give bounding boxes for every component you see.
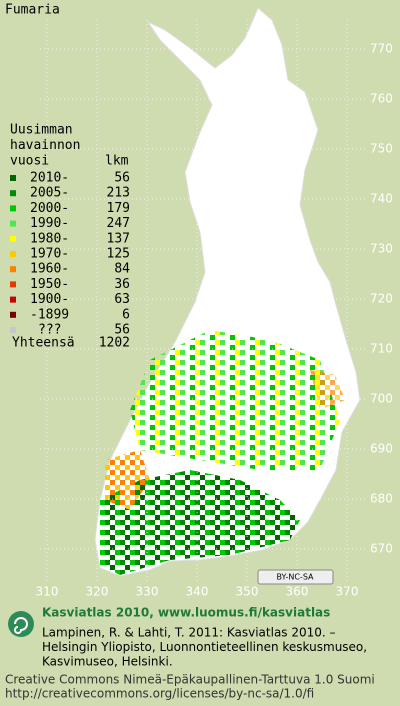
observations-south (100, 470, 300, 575)
logo (8, 611, 34, 637)
legend-period: -1899 (30, 307, 69, 322)
legend-count: 125 (107, 247, 130, 262)
legend-swatch (10, 281, 16, 288)
legend-period: 1950- (30, 277, 69, 292)
brand: Kasviatlas 2010, www.luomus.fi/kasviatla… (42, 606, 330, 620)
legend-period: 1960- (30, 262, 69, 277)
y-axis-label: 730 (370, 242, 393, 256)
license-badge: BY-NC-SA (276, 573, 314, 582)
total-label: Yhteensä (12, 336, 75, 351)
legend-count: 213 (107, 186, 130, 201)
legend-period: 1900- (30, 292, 69, 307)
legend-count: 247 (107, 216, 130, 231)
legend-count: 6 (122, 307, 130, 322)
legend-swatch (10, 190, 16, 197)
citation-line: Helsingin Yliopisto, Luonnontieteellinen… (42, 640, 367, 654)
y-axis-label: 680 (370, 492, 393, 506)
legend-heading: havainnon (10, 138, 80, 153)
legend-swatch (10, 327, 16, 333)
x-axis-label: 350 (236, 585, 259, 599)
legend-period: 2005- (30, 186, 69, 201)
x-axis-label: 370 (336, 585, 359, 599)
y-axis-label: 700 (370, 392, 393, 406)
citation-line: Lampinen, R. & Lahti, T. 2011: Kasviatla… (42, 626, 336, 640)
x-axis-label: 360 (286, 585, 309, 599)
y-axis-label: 690 (370, 442, 393, 456)
legend-count: 84 (114, 262, 130, 277)
y-axis-label: 770 (370, 42, 393, 56)
y-axis-label: 670 (370, 542, 393, 556)
legend-count: 56 (114, 323, 130, 338)
observations-east (310, 370, 345, 410)
legend-swatch (10, 251, 16, 257)
y-axis-label: 720 (370, 292, 393, 306)
license-line: http://creativecommons.org/licenses/by-n… (5, 687, 314, 701)
y-axis-label: 710 (370, 342, 393, 356)
legend-heading: vuosi (10, 154, 49, 169)
legend-count: 56 (114, 171, 130, 186)
legend-count: 137 (107, 231, 130, 246)
x-axis-label: 320 (86, 585, 109, 599)
title: Fumaria (5, 3, 60, 18)
legend-swatch (10, 235, 16, 242)
citation-line: Kasvimuseo, Helsinki. (42, 655, 173, 669)
x-axis-label: 310 (36, 585, 59, 599)
legend-period: 1970- (30, 247, 69, 262)
legend-count: 63 (114, 292, 130, 307)
legend-swatch (10, 175, 16, 181)
x-axis-label: 330 (136, 585, 159, 599)
x-axis-label: 340 (186, 585, 209, 599)
y-axis-label: 760 (370, 92, 393, 106)
observations-southwest (105, 450, 150, 510)
total-count: 1202 (99, 336, 130, 351)
legend-count: 36 (114, 277, 130, 292)
legend-period: 1990- (30, 216, 69, 231)
license-line: Creative Commons Nimeä-Epäkaupallinen-Ta… (5, 673, 375, 687)
legend-swatch (10, 296, 16, 303)
legend-swatch (10, 266, 16, 273)
legend-period: 2000- (30, 201, 69, 216)
legend-swatch (10, 311, 16, 318)
legend-period: ??? (38, 323, 61, 338)
legend-count: 179 (107, 201, 130, 216)
legend-count-heading: lkm (105, 154, 129, 169)
legend-swatch (10, 220, 16, 227)
legend-heading: Uusimman (10, 123, 73, 138)
legend-period: 1980- (30, 231, 69, 246)
legend-period: 2010- (30, 171, 69, 186)
y-axis-label: 740 (370, 192, 393, 206)
y-axis-label: 750 (370, 142, 393, 156)
observations-middle (130, 330, 340, 470)
legend-swatch (10, 205, 16, 212)
license-badge-box (257, 569, 334, 585)
